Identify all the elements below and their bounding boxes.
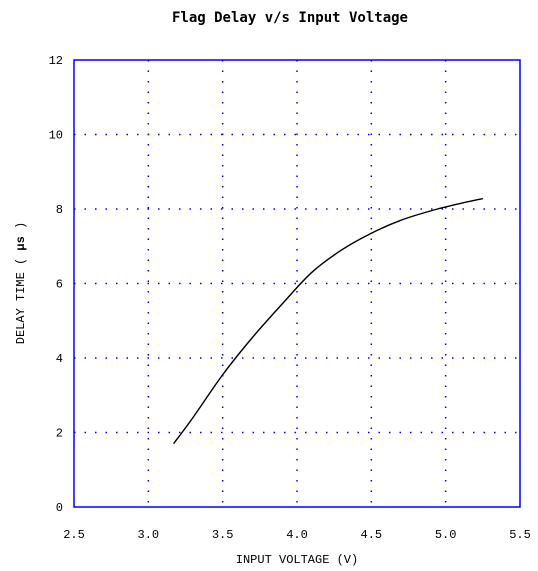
x-tick-label: 5.5 <box>509 528 531 542</box>
x-tick-label: 2.5 <box>63 528 85 542</box>
y-axis-label: DELAY TIME ( μs ) <box>14 222 28 344</box>
x-tick-label: 4.5 <box>361 528 383 542</box>
x-tick-label: 5.0 <box>435 528 457 542</box>
x-tick-label: 3.0 <box>138 528 160 542</box>
x-tick-label: 4.0 <box>286 528 308 542</box>
y-axis-label-unit: μs <box>14 236 28 250</box>
x-tick-label: 3.5 <box>212 528 234 542</box>
y-tick-label: 12 <box>49 54 63 68</box>
y-tick-label: 2 <box>56 427 63 441</box>
y-tick-label: 8 <box>56 203 63 217</box>
x-axis-label: INPUT VOLTAGE (V) <box>236 553 358 567</box>
y-tick-label: 10 <box>49 129 63 143</box>
y-tick-label: 4 <box>56 352 63 366</box>
chart-title: Flag Delay v/s Input Voltage <box>172 10 408 26</box>
grid <box>74 60 520 507</box>
y-tick-label: 6 <box>56 278 63 292</box>
plot-frame <box>73 59 521 508</box>
y-axis-label-suffix: ) <box>14 222 28 236</box>
series-line <box>173 197 483 445</box>
y-axis-label-prefix: DELAY TIME ( <box>14 251 28 345</box>
y-tick-label: 0 <box>56 501 63 515</box>
tick-labels: 2.5 3.0 3.5 4.0 4.5 5.0 5.5 0 2 4 6 8 10 12 <box>49 54 531 542</box>
